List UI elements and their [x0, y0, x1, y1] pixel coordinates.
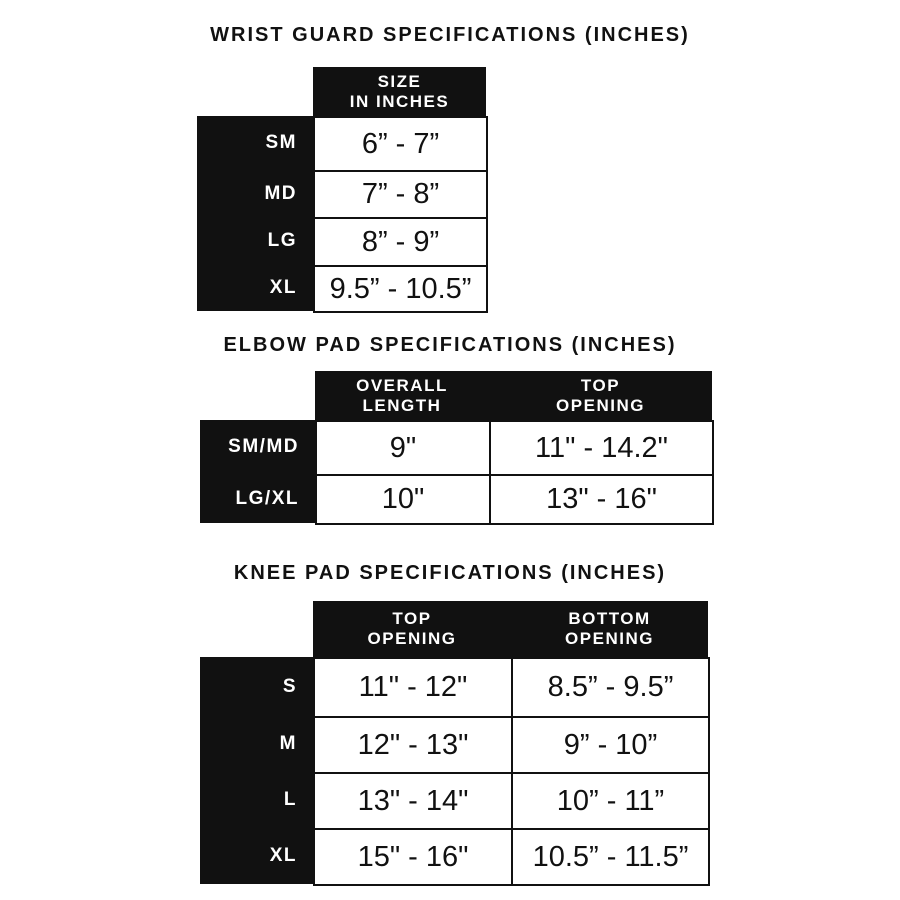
elbow-pad-cell: 11" - 14.2" — [489, 420, 714, 476]
knee-pad-size-column — [200, 657, 315, 884]
knee-pad-header-band — [313, 601, 708, 657]
knee-pad-row-label: S — [282, 675, 297, 697]
knee-pad-cell: 11" - 12" — [313, 657, 513, 718]
knee-pad-column-header: BOTTOM OPENING — [565, 609, 654, 648]
knee-pad-row-label: L — [283, 789, 297, 810]
wrist-guard-header-band — [313, 67, 486, 116]
elbow-pad-cell: 13" - 16" — [489, 474, 714, 525]
elbow-pad-header-band — [315, 371, 712, 420]
wrist-guard-cell: 9.5” - 10.5” — [313, 265, 488, 313]
knee-pad-cell: 10.5” - 11.5” — [511, 828, 710, 886]
elbow-pad-title: ELBOW PAD SPECIFICATIONS (INCHES) — [223, 334, 677, 356]
wrist-guard-cell: 8” - 9” — [313, 217, 488, 267]
knee-pad-cell: 13" - 14" — [313, 772, 513, 830]
elbow-pad-cell: 9" — [315, 420, 491, 476]
knee-pad-cell: 9” - 10” — [511, 716, 710, 774]
elbow-pad-row-label: LG/XL — [235, 487, 299, 509]
wrist-guard-row-label: LG — [267, 230, 297, 251]
knee-pad-cell: 10” - 11” — [511, 772, 710, 830]
knee-pad-row-label: XL — [269, 845, 297, 866]
elbow-pad-size-column — [200, 420, 317, 523]
elbow-pad-cell: 10" — [315, 474, 491, 525]
knee-pad-column-header: TOP OPENING — [367, 609, 457, 648]
knee-pad-cell: 8.5” - 9.5” — [511, 657, 710, 718]
wrist-guard-row-label: MD — [264, 182, 297, 204]
wrist-guard-row-label: SM — [265, 132, 297, 153]
knee-pad-title: KNEE PAD SPECIFICATIONS (INCHES) — [233, 562, 667, 584]
knee-pad-cell: 12" - 13" — [313, 716, 513, 774]
knee-pad-cell: 15" - 16" — [313, 828, 513, 886]
wrist-guard-size-column — [197, 116, 315, 311]
elbow-pad-row-label: SM/MD — [228, 436, 299, 457]
wrist-guard-cell: 6” - 7” — [313, 116, 488, 172]
elbow-pad-column-header: TOP OPENING — [556, 375, 645, 415]
wrist-guard-column-header: SIZE IN INCHES — [349, 71, 450, 111]
wrist-guard-cell: 7” - 8” — [313, 170, 488, 219]
elbow-pad-column-header: OVERALL LENGTH — [356, 375, 448, 415]
knee-pad-row-label: M — [279, 733, 297, 754]
wrist-guard-row-label: XL — [269, 277, 297, 298]
wrist-guard-title: WRIST GUARD SPECIFICATIONS (INCHES) — [210, 24, 690, 46]
